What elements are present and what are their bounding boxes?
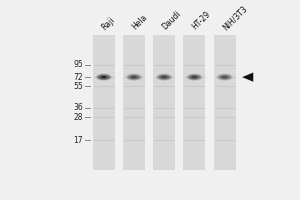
Ellipse shape [217, 74, 233, 80]
Text: 95: 95 [73, 60, 83, 69]
Ellipse shape [163, 76, 166, 78]
Ellipse shape [188, 74, 201, 80]
Ellipse shape [157, 74, 171, 80]
Ellipse shape [223, 76, 226, 78]
Ellipse shape [128, 75, 140, 79]
Text: HT-29: HT-29 [190, 10, 212, 32]
Text: 55: 55 [73, 82, 83, 91]
Ellipse shape [126, 74, 142, 80]
Ellipse shape [100, 76, 107, 78]
Ellipse shape [132, 76, 136, 78]
Ellipse shape [158, 74, 170, 80]
Text: Daudi: Daudi [160, 9, 182, 32]
Ellipse shape [156, 73, 173, 81]
Polygon shape [242, 73, 253, 82]
Ellipse shape [131, 76, 137, 78]
Ellipse shape [221, 75, 229, 79]
Ellipse shape [132, 76, 136, 78]
Ellipse shape [186, 73, 203, 81]
Ellipse shape [98, 75, 109, 79]
Ellipse shape [222, 76, 227, 78]
Ellipse shape [98, 74, 110, 80]
Text: Hela: Hela [130, 13, 148, 32]
Ellipse shape [220, 75, 230, 79]
Ellipse shape [129, 75, 139, 79]
Ellipse shape [190, 75, 199, 79]
Bar [93, 35, 115, 170]
Ellipse shape [128, 74, 140, 80]
Ellipse shape [162, 76, 166, 78]
Ellipse shape [97, 74, 111, 80]
Ellipse shape [101, 76, 107, 78]
Text: Raji: Raji [100, 15, 116, 32]
Ellipse shape [102, 76, 105, 78]
Ellipse shape [221, 76, 228, 78]
Ellipse shape [191, 76, 198, 78]
Ellipse shape [101, 76, 106, 78]
Ellipse shape [218, 74, 232, 80]
Ellipse shape [190, 75, 198, 79]
Ellipse shape [187, 74, 202, 80]
Ellipse shape [159, 75, 170, 79]
Ellipse shape [160, 75, 169, 79]
Bar [123, 35, 145, 170]
Ellipse shape [156, 74, 172, 80]
Ellipse shape [191, 76, 197, 78]
Ellipse shape [95, 73, 112, 81]
Ellipse shape [218, 74, 231, 80]
Bar [183, 35, 206, 170]
Ellipse shape [130, 75, 138, 79]
Ellipse shape [99, 75, 109, 79]
Text: NIH/3T3: NIH/3T3 [220, 4, 249, 32]
Ellipse shape [216, 73, 233, 81]
Ellipse shape [127, 74, 141, 80]
Ellipse shape [161, 76, 167, 78]
Bar [214, 35, 236, 170]
Ellipse shape [161, 76, 167, 78]
Ellipse shape [96, 74, 112, 80]
Text: 36: 36 [73, 103, 83, 112]
Ellipse shape [100, 75, 108, 79]
Ellipse shape [192, 76, 197, 78]
Ellipse shape [131, 76, 137, 78]
Text: 72: 72 [73, 73, 83, 82]
Ellipse shape [188, 74, 202, 80]
Ellipse shape [219, 75, 230, 79]
Ellipse shape [222, 76, 228, 78]
Text: 17: 17 [73, 136, 83, 145]
Ellipse shape [193, 76, 196, 78]
Ellipse shape [160, 75, 168, 79]
Bar [153, 35, 175, 170]
Ellipse shape [125, 73, 142, 81]
Ellipse shape [189, 75, 200, 79]
Text: 28: 28 [73, 113, 83, 122]
